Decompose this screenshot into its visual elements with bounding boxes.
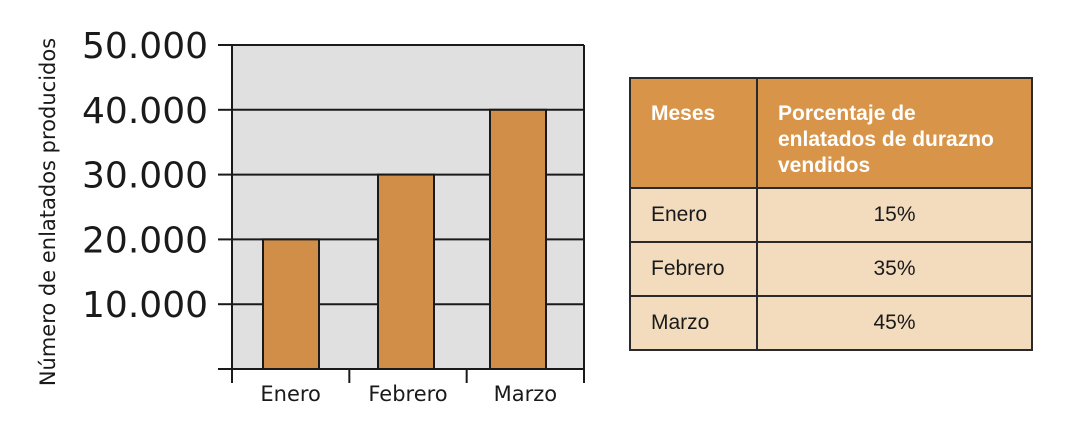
cell-month: Enero	[629, 187, 758, 243]
x-tick-label: Febrero	[368, 382, 447, 406]
y-axis-label: Número de enlatados producidos	[36, 38, 60, 386]
cell-percentage: 15%	[756, 187, 1033, 243]
y-tick-label: 50.000	[82, 26, 208, 67]
y-tick-label: 20.000	[82, 220, 208, 261]
y-tick-labels: 50.000 40.000 30.000 20.000 10.000	[82, 26, 208, 326]
table-row: Enero 15%	[629, 187, 1033, 243]
axes	[218, 44, 585, 383]
sales-percentage-table: Meses Porcentaje de enlatados de durazno…	[629, 77, 1033, 351]
y-tick-label: 40.000	[82, 91, 208, 132]
bar-chart: 50.000 40.000 30.000 20.000 10.000 Enero Febr…	[36, 26, 585, 406]
table-header-row: Meses Porcentaje de enlatados de durazno…	[629, 77, 1033, 189]
bar	[262, 238, 320, 370]
bar	[377, 173, 435, 370]
x-tick-label: Enero	[260, 382, 321, 406]
table-row: Marzo 45%	[629, 295, 1033, 351]
x-tick-labels: Enero Febrero Marzo	[260, 382, 557, 406]
cell-month: Febrero	[629, 241, 758, 297]
bars	[262, 108, 547, 371]
y-tick-label: 30.000	[82, 156, 208, 197]
header-meses: Meses	[629, 77, 758, 189]
bar	[489, 108, 547, 371]
y-tick-label: 10.000	[82, 285, 208, 326]
table-row: Febrero 35%	[629, 241, 1033, 297]
cell-percentage: 35%	[756, 241, 1033, 297]
cell-month: Marzo	[629, 295, 758, 351]
header-porcentaje: Porcentaje de enlatados de durazno vendi…	[756, 77, 1033, 189]
x-tick-label: Marzo	[494, 382, 558, 406]
cell-percentage: 45%	[756, 295, 1033, 351]
